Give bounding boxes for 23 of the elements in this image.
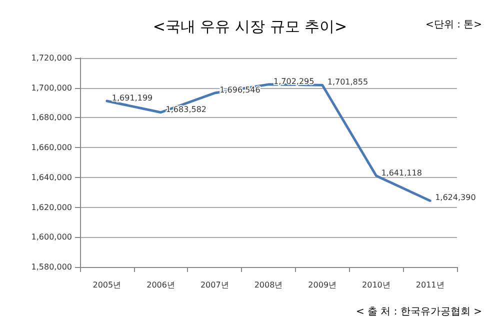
- y-tick-label: 1,680,000: [31, 113, 72, 122]
- x-tick-label: 2005년: [92, 280, 122, 290]
- x-tick-label: 2010년: [362, 280, 390, 290]
- data-label: 1,683,582: [166, 104, 207, 114]
- y-tick-label: 1,720,000: [31, 54, 72, 62]
- y-tick-label: 1,620,000: [31, 202, 72, 212]
- data-label: 1,641,118: [381, 168, 422, 178]
- text: <단위 : 톤>: [426, 20, 482, 30]
- y-tick-label: 1,580,000: [31, 262, 72, 272]
- y-tick-label: 1,660,000: [31, 143, 72, 152]
- x-tick-label: 2011년: [416, 280, 444, 290]
- text: < 출 처 : 한국유가공협회 >: [356, 306, 482, 318]
- x-tick-label: 2006년: [146, 280, 175, 290]
- x-tick-label: 2009년: [308, 280, 337, 290]
- x-tick-label: 2008년: [254, 280, 283, 290]
- y-tick-label: 1,700,000: [31, 83, 72, 92]
- y-tick-label: 1,600,000: [31, 232, 72, 242]
- chart-title: <국내 우유 시장 규모 추이>: [152, 18, 348, 36]
- data-label: 1,624,390: [435, 193, 476, 202]
- data-label: 1,691,199: [112, 93, 153, 102]
- data-label: 1,701,855: [327, 78, 368, 87]
- y-tick-label: 1,640,000: [31, 172, 72, 182]
- x-tick-label: 2007년: [200, 280, 229, 290]
